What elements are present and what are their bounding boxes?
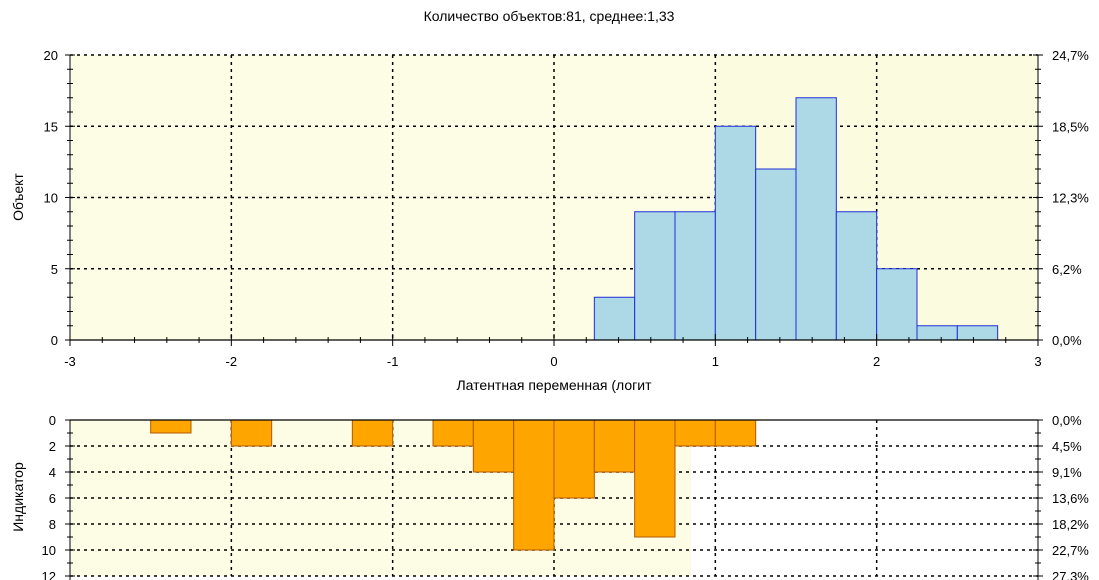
histogram-bar	[795, 97, 837, 341]
x-tick-label: 2	[873, 354, 880, 369]
bottom-y2-tick-label: 4,5%	[1052, 439, 1082, 454]
indicator-bar	[513, 419, 555, 551]
y-tick-label: 0	[51, 333, 58, 348]
indicator-bar	[150, 419, 192, 434]
histogram-bar	[876, 268, 918, 341]
x-tick-label: 3	[1034, 354, 1041, 369]
bottom-y2-tick-label: 13,6%	[1052, 491, 1089, 506]
y2-tick-label: 12,3%	[1052, 191, 1089, 206]
top-x-axis-label: Латентная переменная (логит	[456, 377, 652, 393]
bottom-y-axis-label: Индикатор	[10, 462, 26, 532]
y2-tick-label: 6,2%	[1052, 262, 1082, 277]
indicator-bar	[351, 419, 394, 447]
x-tick-label: 0	[550, 354, 557, 369]
bottom-y2-tick-label: 27,3%	[1052, 569, 1089, 580]
bottom-y2-tick-label: 18,2%	[1052, 517, 1089, 532]
indicator-bar	[593, 419, 636, 473]
top-y-axis-label: Объект	[10, 173, 26, 221]
bottom-y2-tick-label: 9,1%	[1052, 465, 1082, 480]
bottom-y-tick-label: 10	[42, 543, 56, 558]
histogram-bar	[593, 296, 636, 341]
bottom-y-tick-label: 12	[42, 569, 56, 580]
y-tick-label: 20	[44, 48, 58, 63]
x-tick-label: 1	[712, 354, 719, 369]
indicator-bar	[674, 419, 716, 447]
indicator-bar	[634, 419, 676, 538]
chart-title: Количество объектов:81, среднее:1,33	[424, 8, 675, 24]
bottom-y-tick-label: 4	[49, 465, 56, 480]
histogram-bar	[634, 211, 676, 341]
bottom-y2-tick-label: 0,0%	[1052, 413, 1082, 428]
histogram-bar	[755, 168, 797, 341]
y2-tick-label: 18,5%	[1052, 119, 1089, 134]
histogram-bar	[674, 211, 716, 341]
histogram-bar	[956, 325, 999, 341]
indicator-bar	[553, 419, 595, 499]
bottom-y-tick-label: 6	[49, 491, 56, 506]
indicator-bar	[714, 419, 757, 447]
histogram-bar	[835, 211, 878, 341]
bottom-y2-tick-label: 22,7%	[1052, 543, 1089, 558]
y2-tick-label: 24,7%	[1052, 48, 1089, 63]
histogram-bar	[916, 325, 958, 341]
indicator-bar	[472, 419, 515, 473]
indicator-bar	[432, 419, 474, 447]
y2-tick-label: 0,0%	[1052, 333, 1082, 348]
y-tick-label: 5	[51, 262, 58, 277]
bottom-y-tick-label: 0	[49, 413, 56, 428]
y-tick-label: 15	[44, 119, 58, 134]
x-tick-label: -2	[226, 354, 238, 369]
bottom-y-tick-label: 2	[49, 439, 56, 454]
x-tick-label: -1	[387, 354, 399, 369]
y-tick-label: 10	[44, 191, 58, 206]
histogram-bar	[714, 125, 757, 341]
indicator-bar	[230, 419, 273, 447]
x-tick-label: -3	[64, 354, 76, 369]
bottom-y-tick-label: 8	[49, 517, 56, 532]
